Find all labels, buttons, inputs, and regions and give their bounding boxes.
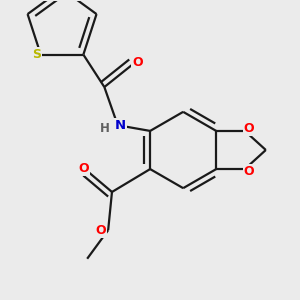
Text: S: S (32, 48, 41, 61)
Text: O: O (244, 122, 254, 135)
Text: O: O (78, 162, 88, 175)
Text: N: N (115, 119, 126, 132)
Text: H: H (100, 122, 110, 135)
Text: O: O (244, 165, 254, 178)
Text: O: O (96, 224, 106, 237)
Text: O: O (132, 56, 143, 69)
